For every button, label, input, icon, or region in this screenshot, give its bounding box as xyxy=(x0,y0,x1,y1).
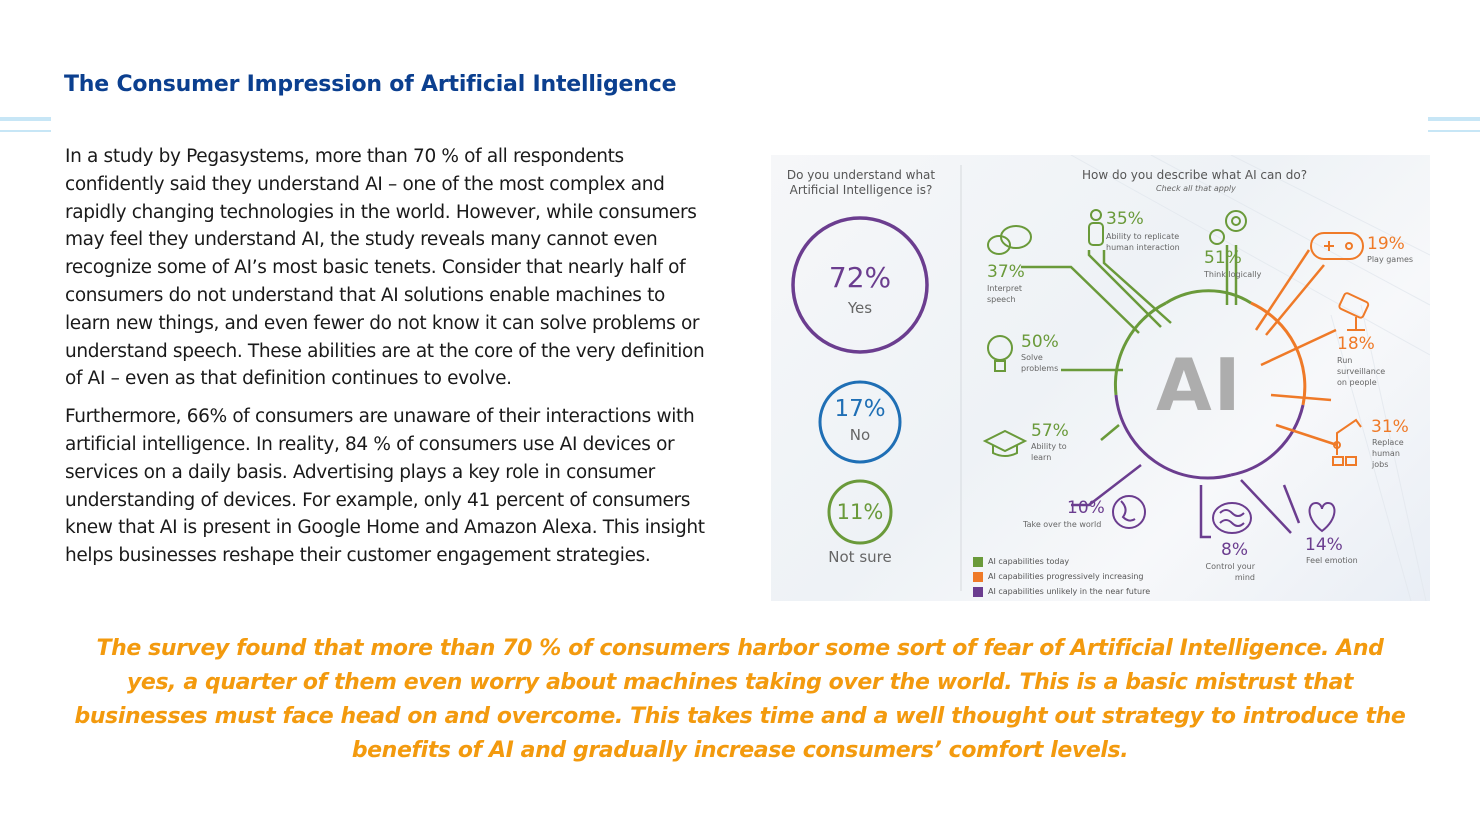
play-games-pct: 19% xyxy=(1367,234,1405,254)
play-games-label: Play games xyxy=(1367,255,1414,264)
speech-bubbles-icon xyxy=(987,225,1032,255)
page-title: The Consumer Impression of Artificial In… xyxy=(64,72,677,97)
feel-emotion-label: Feel emotion xyxy=(1306,556,1358,565)
ring-not-sure xyxy=(827,479,893,545)
ability-learn-pct: 57% xyxy=(1031,421,1069,441)
person-icon xyxy=(1088,209,1104,246)
not-sure-pct: 11% xyxy=(836,500,884,524)
yes-label: Yes xyxy=(847,299,873,317)
q1-title: Do you understand what Artificial Intell… xyxy=(786,168,936,197)
surveillance-label: Run surveillance on people xyxy=(1337,356,1386,387)
left-accent-bar xyxy=(0,117,51,121)
take-over-pct: 10% xyxy=(1067,498,1105,518)
legend-unlikely: AI capabilities unlikely in the near fut… xyxy=(988,587,1151,596)
not-sure-label: Not sure xyxy=(828,548,892,566)
robot-arm-icon xyxy=(1332,418,1362,466)
left-accent-bar-thin xyxy=(0,130,51,132)
camera-icon xyxy=(1338,292,1370,331)
paragraph-2: Furthermore, 66% of consumers are unawar… xyxy=(65,406,705,567)
no-label: No xyxy=(849,426,871,444)
surveillance-pct: 18% xyxy=(1337,334,1375,354)
yes-pct: 72% xyxy=(828,261,892,294)
replicate-human-label: Ability to replicate human interaction xyxy=(1106,232,1180,252)
legend-today: AI capabilities today xyxy=(988,557,1070,566)
gears-icon xyxy=(1209,210,1247,245)
control-mind-pct: 8% xyxy=(1221,540,1248,560)
ai-center-label: AI xyxy=(1156,343,1243,427)
lightbulb-icon xyxy=(987,335,1013,372)
ring-yes xyxy=(791,216,929,354)
think-logically-pct: 51% xyxy=(1204,248,1242,268)
body-text: In a study by Pegasystems, more than 70 … xyxy=(65,143,705,580)
heart-icon xyxy=(1308,501,1336,533)
think-logically-label: Think logically xyxy=(1204,270,1262,279)
ring-no xyxy=(818,380,902,464)
paragraph-1: In a study by Pegasystems, more than 70 … xyxy=(65,146,705,390)
solve-problems-pct: 50% xyxy=(1021,332,1059,352)
callout-quote: The survey found that more than 70 % of … xyxy=(74,636,1406,763)
replace-jobs-label: Replace human jobs xyxy=(1372,438,1404,469)
ai-infographic: Do you understand what Artificial Intell… xyxy=(771,155,1430,601)
take-over-label: Take over the world xyxy=(1023,520,1102,529)
gamepad-icon xyxy=(1310,232,1364,260)
control-mind-label: Control your mind xyxy=(1205,562,1255,582)
graduation-cap-icon xyxy=(982,429,1028,457)
legend-increasing: AI capabilities progressively increasing xyxy=(988,572,1144,581)
interpret-speech-pct: 37% xyxy=(987,262,1025,282)
solve-problems-label: Solve problems xyxy=(1021,353,1059,373)
brain-icon xyxy=(1212,502,1252,534)
ability-learn-label: Ability to learn xyxy=(1031,442,1067,462)
interpret-speech-label: Interpret speech xyxy=(987,284,1023,304)
globe-icon xyxy=(1112,495,1146,529)
right-accent-bar-thin xyxy=(1428,130,1480,132)
infographic-graphics xyxy=(791,155,1430,601)
q2-title: How do you describe what AI can do? xyxy=(1082,168,1308,182)
q2-subtitle: Check all that apply xyxy=(1156,184,1236,193)
replace-jobs-pct: 31% xyxy=(1371,417,1409,437)
feel-emotion-pct: 14% xyxy=(1305,535,1343,555)
no-pct: 17% xyxy=(834,396,886,422)
right-accent-bar xyxy=(1428,117,1480,121)
replicate-human-pct: 35% xyxy=(1106,209,1144,229)
